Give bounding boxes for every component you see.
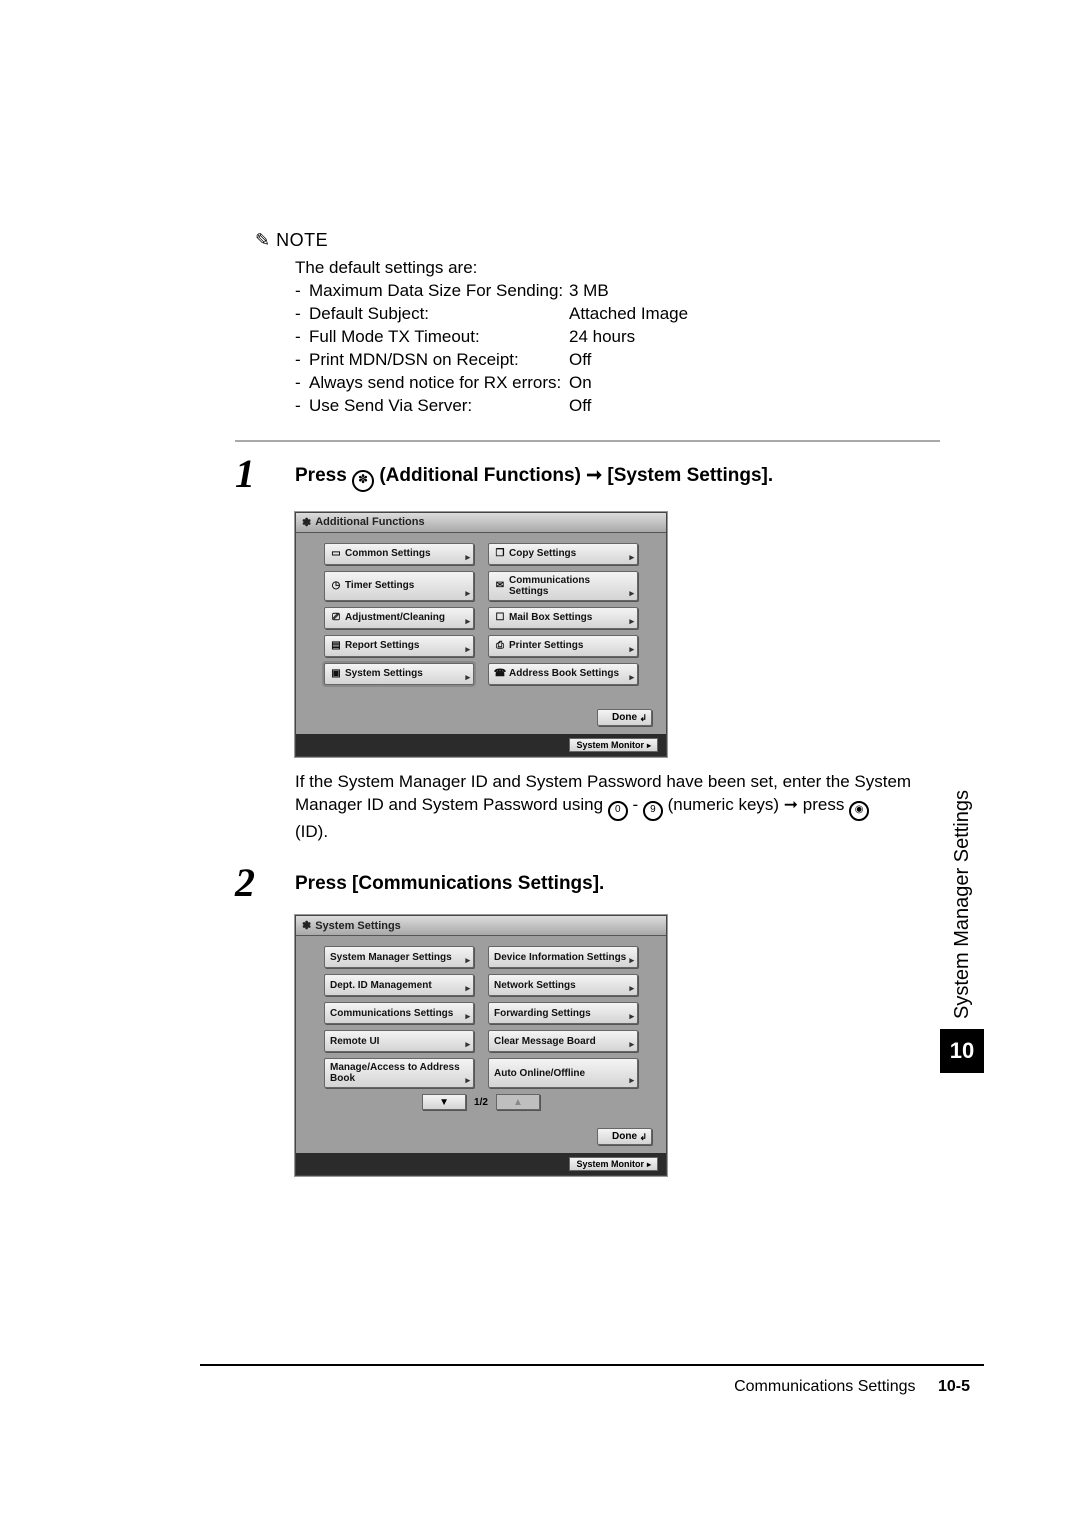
btn-system-manager-settings[interactable]: System Manager Settings▸ xyxy=(324,946,474,968)
btn-forwarding-settings[interactable]: Forwarding Settings▸ xyxy=(488,1002,638,1024)
printer-icon: ⎙ xyxy=(494,640,506,652)
btn-system-settings[interactable]: ▣System Settings▸ xyxy=(324,663,474,685)
done-row: Done↲ xyxy=(296,1120,666,1153)
note-section: ✎ NOTE The default settings are: - Maxim… xyxy=(295,230,940,418)
footer-right: Communications Settings 10-5 xyxy=(734,1378,970,1396)
screenshot-body: System Manager Settings▸ Device Informati… xyxy=(296,936,666,1120)
btn-timer-settings[interactable]: ◷Timer Settings▸ xyxy=(324,571,474,601)
copy-icon: ❐ xyxy=(494,548,506,560)
btn-device-info-settings[interactable]: Device Information Settings▸ xyxy=(488,946,638,968)
screenshot-footer: System Monitor xyxy=(296,734,666,756)
screenshot-body: ▭Common Settings▸ ❐Copy Settings▸ ◷Timer … xyxy=(296,533,666,701)
titlebar-text: System Settings xyxy=(315,920,401,932)
btn-adjustment-cleaning[interactable]: ⎚Adjustment/Cleaning▸ xyxy=(324,607,474,629)
report-icon: ▤ xyxy=(330,640,342,652)
btn-communications-settings[interactable]: Communications Settings▸ xyxy=(324,1002,474,1024)
defaults-list: - Maximum Data Size For Sending:3 MB - D… xyxy=(295,280,940,418)
additional-functions-icon: ✽ xyxy=(352,470,374,492)
separator xyxy=(235,440,940,442)
btn-common-settings[interactable]: ▭Common Settings▸ xyxy=(324,543,474,565)
clock-icon: ◷ xyxy=(330,580,342,592)
default-row: - Print MDN/DSN on Receipt:Off xyxy=(295,349,940,372)
screenshot-titlebar: ✽ Additional Functions xyxy=(296,513,666,533)
system-monitor-button[interactable]: System Monitor xyxy=(569,1157,658,1171)
btn-printer-settings[interactable]: ⎙Printer Settings▸ xyxy=(488,635,638,657)
comm-icon: ✉ xyxy=(494,580,506,592)
adjust-icon: ⎚ xyxy=(330,612,342,624)
done-row: Done↲ xyxy=(296,701,666,734)
addressbook-icon: ☎ xyxy=(494,668,506,680)
btn-clear-message-board[interactable]: Clear Message Board▸ xyxy=(488,1030,638,1052)
done-button[interactable]: Done↲ xyxy=(597,1128,652,1145)
pager-row: ▼ 1/2 ▲ xyxy=(324,1094,638,1110)
titlebar-text: Additional Functions xyxy=(315,516,424,528)
step-1: 1 Press ✽ (Additional Functions) ➞ [Syst… xyxy=(295,464,940,844)
screenshot-footer: System Monitor xyxy=(296,1153,666,1175)
default-row: - Always send notice for RX errors:On xyxy=(295,372,940,395)
screenshot-additional-functions: ✽ Additional Functions ▭Common Settings▸… xyxy=(295,512,667,757)
note-header: ✎ NOTE xyxy=(255,230,940,251)
step-2: 2 Press [Communications Settings]. ✽ Sys… xyxy=(295,873,940,1176)
btn-manage-access-address-book[interactable]: Manage/Access to Address Book▸ xyxy=(324,1058,474,1088)
side-tab-text: System Manager Settings xyxy=(951,790,974,1019)
titlebar-icon: ✽ xyxy=(302,516,311,529)
btn-comm-settings[interactable]: ✉Communications Settings▸ xyxy=(488,571,638,601)
step-number: 2 xyxy=(235,859,255,906)
btn-address-book-settings[interactable]: ☎Address Book Settings▸ xyxy=(488,663,638,685)
id-key-icon: ◉ xyxy=(849,801,869,821)
btn-report-settings[interactable]: ▤Report Settings▸ xyxy=(324,635,474,657)
btn-dept-id-management[interactable]: Dept. ID Management▸ xyxy=(324,974,474,996)
system-monitor-button[interactable]: System Monitor xyxy=(569,738,658,752)
default-row: - Use Send Via Server:Off xyxy=(295,395,940,418)
pager-up-button[interactable]: ▲ xyxy=(496,1094,540,1110)
step-2-title: Press [Communications Settings]. xyxy=(295,873,940,895)
btn-mailbox-settings[interactable]: ☐Mail Box Settings▸ xyxy=(488,607,638,629)
btn-copy-settings[interactable]: ❐Copy Settings▸ xyxy=(488,543,638,565)
footer-page: 10-5 xyxy=(938,1378,970,1395)
footer-section: Communications Settings xyxy=(734,1378,915,1395)
pager-label: 1/2 xyxy=(474,1097,488,1108)
step-1-paragraph: If the System Manager ID and System Pass… xyxy=(295,771,940,844)
step-1-title: Press ✽ (Additional Functions) ➞ [System… xyxy=(295,464,940,492)
pencil-icon: ✎ xyxy=(255,230,270,251)
side-tab: System Manager Settings 10 xyxy=(940,790,984,1073)
default-row: - Maximum Data Size For Sending:3 MB xyxy=(295,280,940,303)
btn-remote-ui[interactable]: Remote UI▸ xyxy=(324,1030,474,1052)
step-number: 1 xyxy=(235,450,255,497)
side-chapter-badge: 10 xyxy=(940,1029,984,1073)
note-heading: NOTE xyxy=(276,230,328,251)
screenshot-system-settings: ✽ System Settings System Manager Setting… xyxy=(295,915,667,1176)
folder-icon: ▭ xyxy=(330,548,342,560)
system-icon: ▣ xyxy=(330,668,342,680)
screenshot-titlebar: ✽ System Settings xyxy=(296,916,666,936)
btn-auto-online-offline[interactable]: Auto Online/Offline▸ xyxy=(488,1058,638,1088)
default-row: - Default Subject:Attached Image xyxy=(295,303,940,326)
defaults-block: The default settings are: - Maximum Data… xyxy=(295,257,940,418)
pager-down-button[interactable]: ▼ xyxy=(422,1094,466,1110)
btn-network-settings[interactable]: Network Settings▸ xyxy=(488,974,638,996)
defaults-intro: The default settings are: xyxy=(295,257,940,280)
done-button[interactable]: Done↲ xyxy=(597,709,652,726)
footer-line xyxy=(200,1364,984,1366)
titlebar-icon: ✽ xyxy=(302,919,311,932)
numeric-key-icon: 0 xyxy=(608,801,628,821)
numeric-key-icon: 9 xyxy=(643,801,663,821)
default-row: - Full Mode TX Timeout:24 hours xyxy=(295,326,940,349)
mailbox-icon: ☐ xyxy=(494,612,506,624)
